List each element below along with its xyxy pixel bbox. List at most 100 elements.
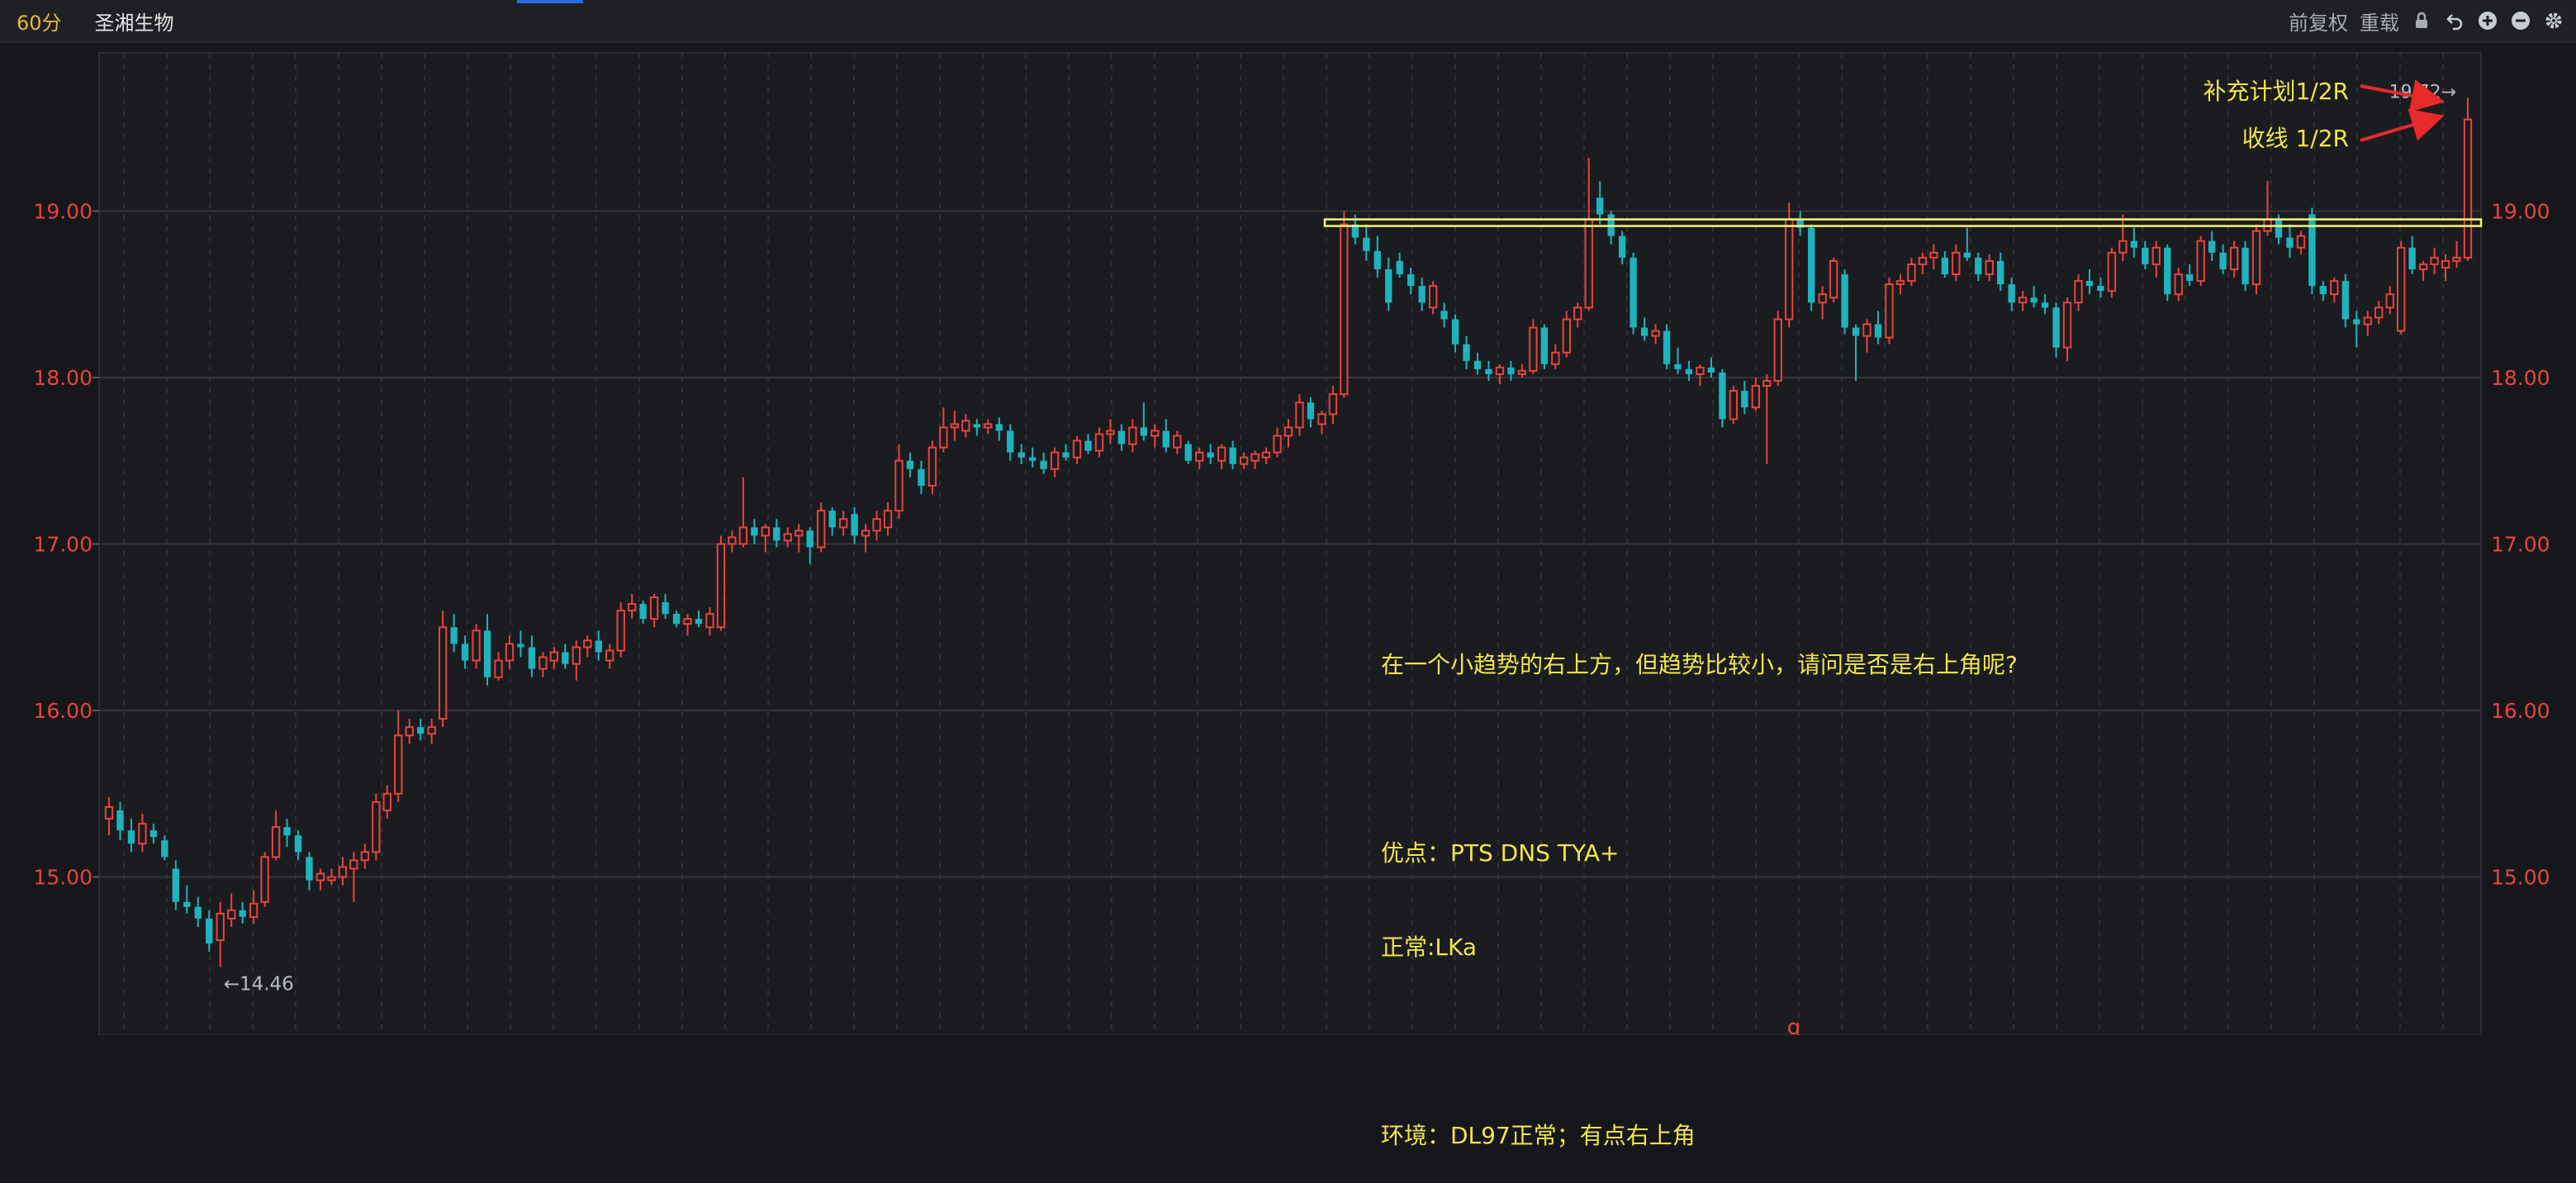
- candle-up: [1295, 401, 1304, 429]
- y-tick-label: 19.00: [2491, 199, 2550, 223]
- candle-down: [672, 614, 681, 625]
- candle-down: [450, 627, 458, 644]
- candle-up: [1862, 323, 1872, 337]
- candle-up: [927, 446, 937, 487]
- candle-down: [417, 727, 425, 734]
- resistance-band[interactable]: [1323, 218, 2483, 227]
- candle-down: [1674, 363, 1682, 369]
- candle-down: [1807, 227, 1815, 303]
- candle-down: [2286, 237, 2294, 248]
- candle-down: [2041, 302, 2049, 308]
- candle-up: [1762, 380, 1772, 387]
- candle-down: [206, 918, 213, 944]
- candle-down: [1018, 452, 1025, 458]
- candle-up: [950, 423, 960, 429]
- candle-down: [127, 830, 135, 844]
- candle-down: [1618, 235, 1626, 258]
- candle-up: [1495, 366, 1505, 375]
- candle-up: [1261, 451, 1271, 458]
- candle-up: [2018, 297, 2028, 304]
- candle-up: [349, 859, 358, 870]
- candle-up: [315, 872, 325, 881]
- candle-up: [605, 649, 614, 662]
- candle-up: [327, 876, 336, 881]
- candlestick-chart[interactable]: 15.00 16.00 17.00 18.00 19.00 15.00 16.00 17.0…: [0, 43, 2576, 1035]
- candle-up: [2463, 118, 2473, 259]
- candle-down: [116, 810, 124, 831]
- candle-down: [2341, 281, 2349, 320]
- candle-up: [1907, 263, 1916, 283]
- candle-up: [838, 518, 848, 529]
- candle-up: [2396, 246, 2406, 332]
- candle-down: [1463, 344, 1470, 361]
- candle-down: [2097, 286, 2104, 292]
- candle-up: [1952, 251, 1961, 276]
- candle-up: [583, 639, 592, 649]
- adjust-button[interactable]: 前复权: [2289, 11, 2348, 35]
- candle-down: [2164, 247, 2171, 295]
- candle-up: [1985, 259, 1994, 276]
- y-tick-label: 15.00: [33, 866, 93, 890]
- candle-down: [2275, 219, 2283, 238]
- candle-down: [1385, 268, 1392, 303]
- candle-up: [1529, 326, 1538, 372]
- lock-icon[interactable]: [2411, 10, 2432, 31]
- settings-icon[interactable]: [2543, 10, 2564, 31]
- note-line: 优点：PTS DNS TYA+: [1381, 839, 1620, 867]
- candle-down: [918, 468, 925, 486]
- plan-arrow: [2360, 79, 2445, 112]
- candle-down: [1941, 257, 1949, 275]
- zoom-out-icon[interactable]: [2510, 10, 2531, 31]
- candle-up: [1584, 218, 1593, 309]
- candle-down: [1140, 427, 1148, 436]
- candle-down: [239, 910, 246, 917]
- zoom-in-icon[interactable]: [2477, 10, 2498, 31]
- period-selector[interactable]: 60分: [17, 11, 62, 35]
- candle-up: [2374, 306, 2384, 319]
- candle-up: [2363, 316, 2372, 325]
- candle-up: [1929, 251, 1938, 259]
- candle-down: [2353, 319, 2360, 325]
- reload-button[interactable]: 重载: [2360, 11, 2399, 35]
- candle-down: [528, 647, 536, 669]
- candle-down: [1975, 257, 1982, 275]
- candle-up: [795, 530, 804, 537]
- candle-down: [1640, 327, 1649, 336]
- undo-icon[interactable]: [2444, 10, 2465, 31]
- candle-up: [1918, 256, 1928, 265]
- candle-down: [2008, 284, 2015, 303]
- candle-down: [2186, 274, 2194, 282]
- candle-down: [1997, 260, 2004, 285]
- vertical-gridlines: [123, 53, 2444, 1035]
- candle-up: [2430, 256, 2439, 265]
- candle-up: [2174, 273, 2183, 296]
- candle-up: [783, 533, 792, 542]
- note-line: 在一个小趋势的右上方，但趋势比较小，请问是否是右上角呢?: [1381, 651, 2018, 678]
- candle-down: [2242, 247, 2249, 285]
- y-tick-label: 15.00: [2491, 866, 2550, 890]
- candle-up: [1885, 283, 1894, 339]
- candle-up: [572, 646, 581, 665]
- candle-down: [1719, 372, 1726, 420]
- horizontal-gridlines: [99, 210, 2481, 878]
- candle-up: [1562, 318, 1571, 354]
- candle-up: [2418, 263, 2428, 270]
- candle-down: [172, 868, 180, 902]
- candle-down: [483, 630, 491, 677]
- candle-down: [517, 644, 524, 648]
- candle-up: [1785, 218, 1794, 321]
- candle-down: [1874, 324, 1882, 338]
- candle-down: [1707, 367, 1715, 373]
- candle-down: [1062, 452, 1070, 458]
- candle-up: [2229, 246, 2239, 270]
- candle-up: [1050, 451, 1060, 470]
- candle-down: [2208, 240, 2216, 253]
- candle-up: [1340, 223, 1349, 396]
- y-tick-label: 17.00: [33, 533, 93, 557]
- resistance-line[interactable]: [1323, 218, 2483, 227]
- candle-up: [2118, 240, 2128, 254]
- candle-up: [2107, 251, 2117, 292]
- candle-down: [461, 644, 469, 661]
- low-price-label: ←14.46: [224, 973, 294, 995]
- candle-up: [984, 423, 993, 429]
